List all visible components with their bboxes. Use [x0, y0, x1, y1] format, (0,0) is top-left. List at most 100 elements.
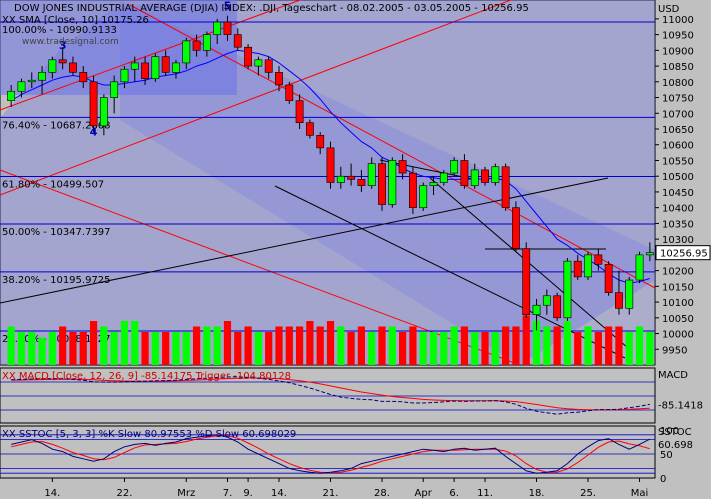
candle-body-13	[141, 62, 149, 79]
candle-body-61	[635, 254, 644, 281]
volume-bar-22	[234, 332, 242, 365]
price-tick-label-16: 10200	[662, 267, 694, 278]
candle-body-12	[130, 62, 139, 70]
candle-body-49	[512, 207, 520, 249]
date-tick-label-13: Mai	[631, 488, 649, 499]
date-tick-label-2: Mrz	[177, 488, 195, 499]
price-tick-label-13: 10350	[662, 219, 694, 230]
volume-bar-38	[399, 332, 407, 365]
volume-bar-14	[151, 332, 159, 365]
volume-bar-28	[295, 326, 304, 365]
candle-body-14	[151, 56, 160, 79]
price-tick-label-3: 10850	[662, 62, 694, 73]
candle-body-10	[110, 81, 119, 98]
volume-bar-0	[7, 326, 15, 365]
volume-bar-40	[419, 332, 427, 365]
price-tick-label-17: 10150	[662, 282, 694, 293]
volume-bar-37	[388, 326, 396, 365]
volume-bar-7	[79, 332, 87, 365]
candle-body-41	[429, 182, 438, 186]
candle-body-23	[244, 46, 252, 67]
macd-axis-title: MACD	[658, 370, 688, 381]
price-tick-label-20: 10000	[662, 330, 694, 341]
volume-bar-33	[347, 332, 355, 365]
volume-bar-57	[594, 332, 602, 365]
volume-bar-6	[69, 332, 77, 365]
volume-bar-39	[409, 326, 417, 365]
candle-body-20	[213, 21, 222, 35]
fib-label-5: 23.60% - 10008.1927	[2, 334, 111, 345]
volume-bar-3	[38, 337, 46, 365]
candle-body-39	[409, 172, 417, 208]
currency-label: USD	[658, 4, 680, 15]
price-tick-label-14: 10300	[662, 235, 694, 246]
sstoc-tick-label-2: 0	[660, 474, 666, 485]
candle-body-17	[182, 40, 191, 64]
wave-label-0: 5	[224, 0, 232, 12]
price-tick-label-6: 10700	[662, 109, 694, 120]
volume-bar-23	[244, 326, 252, 365]
candle-body-4	[48, 59, 57, 73]
date-tick-label-3: 7.	[223, 488, 233, 499]
candle-body-16	[172, 62, 180, 73]
candle-body-7	[79, 72, 88, 83]
candle-body-59	[615, 292, 623, 309]
volume-bar-42	[440, 332, 448, 365]
candle-body-37	[388, 160, 397, 205]
candle-body-46	[481, 169, 489, 183]
fib-label-0: 100.00% - 10990.9133	[2, 25, 117, 36]
volume-bar-5	[59, 326, 67, 365]
price-tick-label-11: 10450	[662, 188, 694, 199]
volume-bar-29	[306, 321, 314, 365]
volume-bar-46	[481, 332, 489, 365]
red-channel-upper	[0, 0, 302, 111]
date-tick-label-11: 18.	[529, 488, 545, 499]
candle-body-48	[501, 166, 510, 208]
wave-label-2: 4	[90, 125, 98, 138]
price-tick-label-12: 10400	[662, 204, 694, 215]
candle-body-3	[38, 72, 46, 81]
volume-bar-48	[502, 326, 510, 365]
candle-body-53	[553, 295, 562, 319]
volume-bar-58	[605, 326, 613, 365]
candle-body-51	[532, 304, 541, 315]
candle-body-62	[645, 252, 654, 256]
candle-body-38	[398, 160, 407, 174]
volume-bar-4	[48, 332, 56, 365]
candle-body-34	[357, 179, 366, 186]
last-price-box	[655, 245, 711, 261]
volume-bar-17	[182, 332, 190, 365]
price-tick-label-18: 10100	[662, 298, 694, 309]
red-channel-lower	[0, 0, 513, 196]
candle-body-9	[99, 97, 108, 127]
volume-bar-35	[368, 332, 376, 365]
candle-body-57	[594, 254, 603, 265]
date-tick-label-10: 11.	[477, 488, 493, 499]
candle-body-31	[326, 147, 335, 183]
volume-bar-47	[491, 332, 499, 365]
fib-label-1: 76.40% - 10687.2868	[2, 120, 111, 131]
volume-bar-44	[460, 326, 469, 365]
candle-body-35	[367, 163, 376, 186]
price-tick-label-19: 10050	[662, 314, 694, 325]
last-price-label: 10256.95	[660, 249, 708, 260]
sstoc-k-line	[11, 434, 651, 474]
volume-bar-53	[553, 326, 561, 365]
candle-body-30	[316, 135, 325, 149]
candle-body-42	[439, 172, 448, 183]
volume-bar-1	[17, 332, 26, 365]
candle-body-1	[17, 81, 26, 92]
candle-body-36	[378, 163, 386, 205]
candle-body-18	[192, 40, 201, 51]
candle-body-11	[120, 68, 129, 83]
volume-bar-36	[378, 326, 386, 365]
volume-bar-15	[162, 332, 170, 365]
candle-body-5	[58, 59, 67, 64]
volume-bar-59	[615, 326, 623, 365]
volume-bar-21	[223, 321, 232, 365]
macd-last-label: -85.1418	[658, 400, 703, 411]
volume-bar-10	[110, 332, 118, 365]
sstoc-last-label: 60.698	[658, 440, 693, 451]
